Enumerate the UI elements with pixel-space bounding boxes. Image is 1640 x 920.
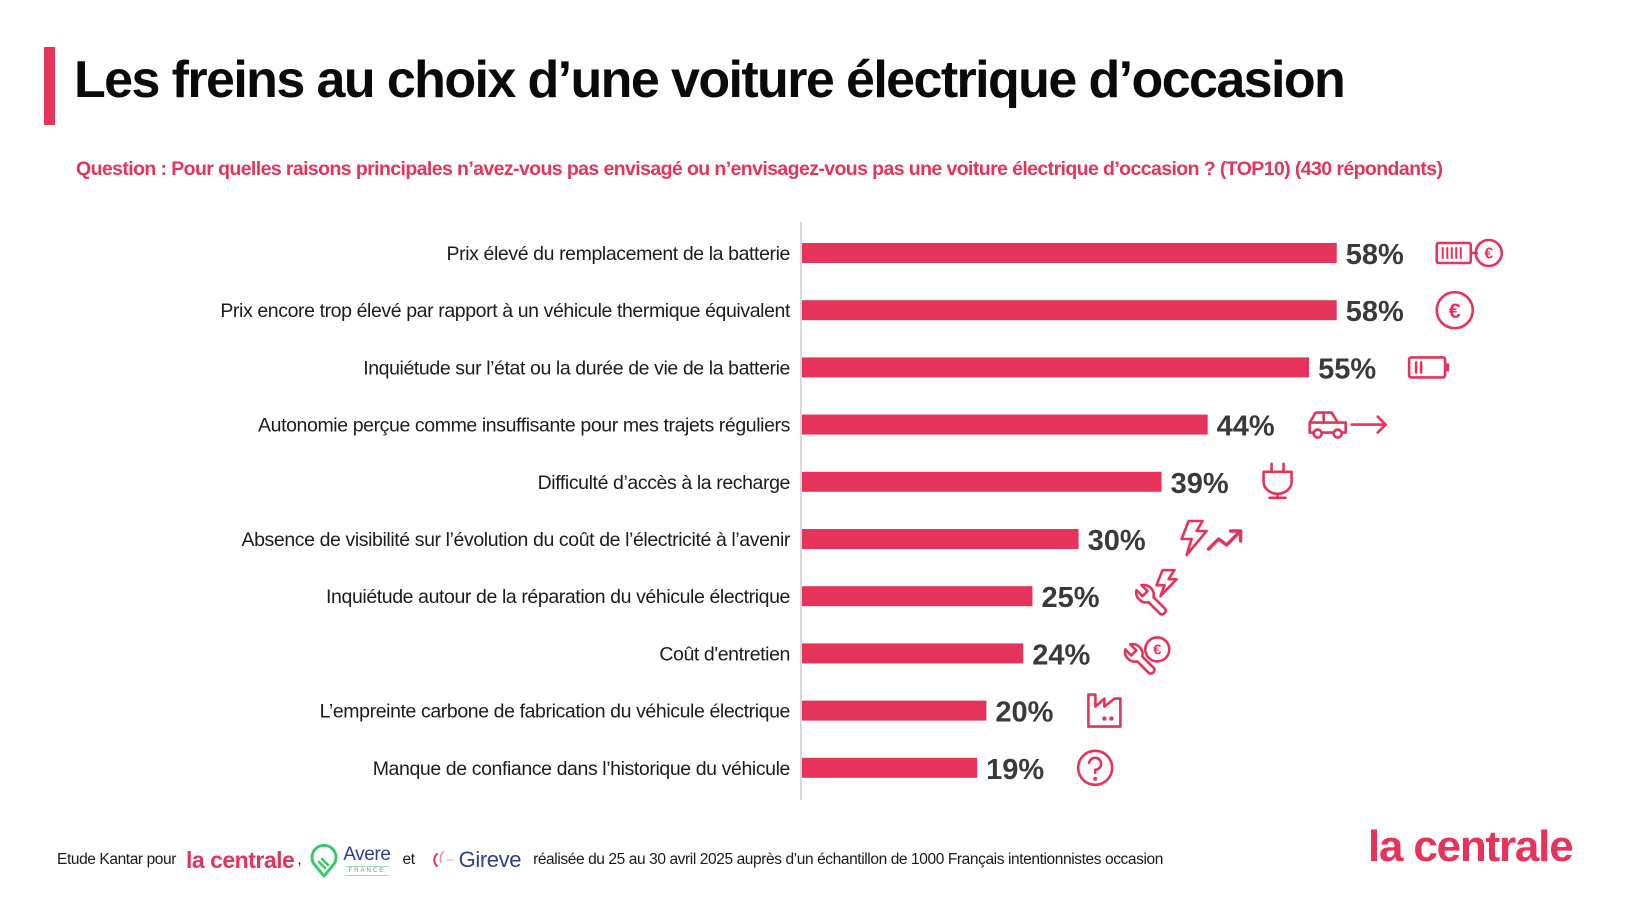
category-label: Inquiétude sur l’état ou la durée de vie… xyxy=(363,357,790,379)
value-label: 20% xyxy=(995,697,1053,729)
category-label: Coût d'entretien xyxy=(659,643,790,665)
partner-avere-name: Avere xyxy=(343,844,391,865)
value-label: 25% xyxy=(1042,582,1100,614)
category-label: Manque de confiance dans l’historique du… xyxy=(373,758,790,780)
partner-gireve-logo: Gireve xyxy=(429,847,521,873)
bar xyxy=(802,586,1033,607)
value-label: 55% xyxy=(1318,353,1376,385)
lightning-trend-up-icon xyxy=(1180,519,1243,557)
category-label: Absence de visibilité sur l’évolution du… xyxy=(241,529,790,551)
page-title: Les freins au choix d’une voiture électr… xyxy=(74,51,1346,109)
bar xyxy=(802,757,978,778)
category-label: Inquiétude autour de la réparation du vé… xyxy=(326,586,790,608)
footer-comma: , xyxy=(297,851,302,868)
value-label: 39% xyxy=(1171,468,1229,500)
study-details: réalisée du 25 au 30 avril 2025 auprès d… xyxy=(533,851,1163,868)
plug-icon xyxy=(1262,462,1293,500)
partner-avere-sub: FRANCE xyxy=(344,866,390,876)
bar xyxy=(802,414,1208,435)
question-subtitle: Question : Pour quelles raisons principa… xyxy=(76,158,1443,180)
bar xyxy=(802,700,987,721)
value-label: 44% xyxy=(1217,411,1275,443)
battery-euro-icon: € xyxy=(1435,238,1504,268)
question-circle-icon xyxy=(1076,749,1114,787)
partner-avere-logo: Avere FRANCE xyxy=(309,842,391,878)
gireve-signal-icon xyxy=(432,851,454,867)
bar xyxy=(802,643,1024,664)
wrench-euro-icon: € xyxy=(1123,636,1171,675)
footer-prefix: Etude Kantar pour xyxy=(57,851,177,868)
bar xyxy=(802,300,1337,321)
footer-conjunction: et xyxy=(402,851,416,868)
category-label: Autonomie perçue comme insuffisante pour… xyxy=(258,415,791,437)
partner-la-centrale: la centrale xyxy=(186,846,295,873)
value-label: 58% xyxy=(1346,296,1404,328)
bar xyxy=(802,471,1162,492)
partner-gireve-name: Gireve xyxy=(458,847,522,872)
title-accent-bar xyxy=(44,47,55,125)
value-label: 24% xyxy=(1032,639,1090,671)
svg-text:€: € xyxy=(1449,298,1461,323)
car-arrow-icon xyxy=(1308,411,1387,439)
category-label: Prix élevé du remplacement de la batteri… xyxy=(447,243,790,265)
value-label: 58% xyxy=(1346,239,1404,271)
wrench-lightning-icon xyxy=(1134,568,1178,616)
category-label: L’empreinte carbone de fabrication du vé… xyxy=(320,701,790,723)
battery-low-icon xyxy=(1407,356,1450,379)
value-label: 30% xyxy=(1088,525,1146,557)
svg-text:€: € xyxy=(1484,245,1493,262)
factory-icon xyxy=(1087,693,1122,728)
bar xyxy=(802,357,1310,378)
category-label: Difficulté d’accès à la recharge xyxy=(538,472,790,494)
euro-coin-icon: € xyxy=(1435,290,1475,330)
bar xyxy=(802,529,1079,549)
footer-source: Etude Kantar pour la centrale , Avere FR… xyxy=(57,840,1163,880)
avere-pin-icon xyxy=(310,843,338,878)
bar xyxy=(802,243,1337,263)
category-label: Prix encore trop élevé par rapport à un … xyxy=(220,300,791,322)
value-label: 19% xyxy=(986,754,1044,786)
svg-text:€: € xyxy=(1153,642,1161,658)
la-centrale-logo: la centrale xyxy=(1368,822,1574,871)
